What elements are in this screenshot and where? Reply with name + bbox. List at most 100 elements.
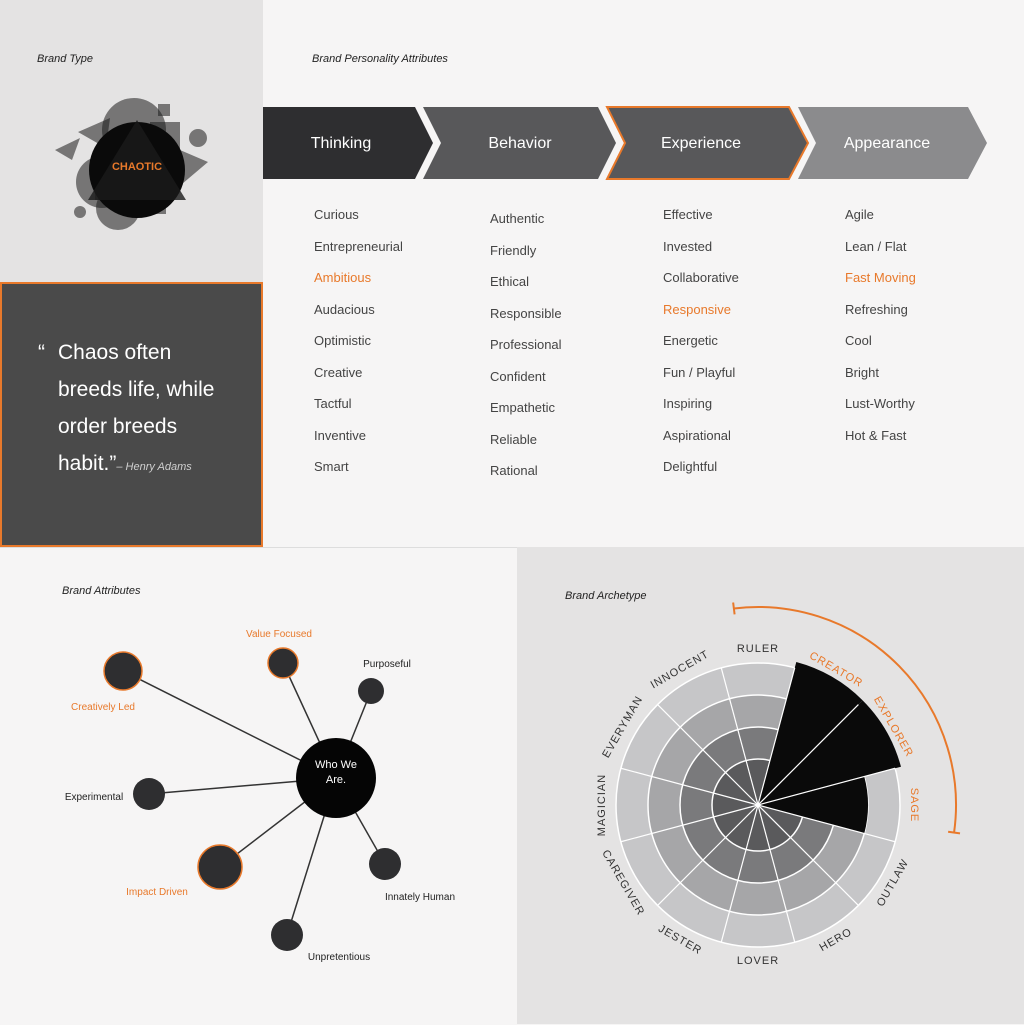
shape-triangle-right [180,150,208,184]
attribute-item: Confident [490,368,546,384]
slice-creator [758,662,863,805]
shape-square-small [158,104,170,116]
highlight-arc [733,606,957,833]
spoke [757,804,859,906]
attribute-item: Ambitious [314,270,372,285]
spoke [757,804,896,843]
brand-type-title: Brand Type [37,53,94,65]
center-label-line1: Who We [315,759,357,771]
spoke [720,667,759,806]
quote-open-mark: “ [38,341,45,364]
attribute-item: Authentic [490,211,545,226]
chevron-appearance [798,107,987,179]
highlight-arc-cap [947,830,961,835]
node-label-value-focused: Value Focused [246,629,312,640]
attribute-item: Hot & Fast [845,427,907,443]
attribute-item: Refreshing [845,301,908,317]
node-label-experimental: Experimental [65,792,123,803]
chevron-experience [605,106,810,180]
chevron-label-thinking: Thinking [311,135,371,152]
attribute-item: Curious [314,207,359,222]
spoke [757,804,796,943]
node-impact-driven [197,844,243,890]
attribute-item: Energetic [663,333,718,348]
chevron-thinking [263,107,433,179]
node-creatively-led [103,651,143,691]
node-value-focused [267,647,299,679]
shape-dot-left [74,206,86,218]
attribute-item: Effective [663,207,713,222]
thinking-list: Curious Entrepreneurial Ambitious Audacious… [314,207,403,491]
attribute-item: Agile [845,207,874,222]
node-unpretentious [271,919,303,951]
slice-sage [758,776,868,834]
attributes-panel: Brand Attributes Who We Are. Creatively … [0,547,517,1024]
shape-dot-right [189,129,207,147]
attribute-item: Responsive [663,301,731,317]
attribute-item: Collaborative [663,270,739,285]
personality-panel: Brand Personality Attributes Thinking Be… [263,0,1024,547]
attribute-item: Entrepreneurial [314,238,403,254]
node-label-impact-driven: Impact Driven [126,887,188,898]
attribute-item: Fast Moving [845,270,916,285]
quote-text: “ Chaos often breeds life, while order b… [38,334,253,486]
archetype-label-sage: SAGE [908,788,920,823]
attribute-item: Ethical [490,274,530,289]
spoke [620,804,759,843]
slice-explorer [758,700,901,805]
chaotic-label: CHAOTIC [112,161,162,173]
attribute-item: Fun / Playful [663,364,736,380]
shape-triangle-left [55,138,80,160]
spoke [657,804,759,906]
attributes-title: Brand Attributes [62,585,141,597]
attribute-item: Reliable [490,431,537,447]
node-center [296,738,376,818]
attribute-item: Inspiring [663,396,713,411]
node-label-innately-human: Innately Human [385,892,455,903]
attribute-item: Responsible [490,305,562,321]
attribute-item: Tactful [314,396,352,411]
node-experimental [133,778,165,810]
quote-line: Chaos often [58,341,172,364]
node-innately-human [369,848,401,880]
node-purposeful [358,678,384,704]
attribute-item: Optimistic [314,333,372,348]
personality-chevrons: Thinking Behavior Experience Appearance [263,106,987,180]
quote-line: order breeds [58,415,178,438]
attribute-item: Friendly [490,242,537,258]
attribute-item: Audacious [314,301,375,317]
shape-triangle-main [88,120,186,200]
behavior-list: Authentic Friendly Ethical Responsible Profe… [490,211,562,495]
node-label-purposeful: Purposeful [363,659,411,670]
archetype-label-lover: LOVER [737,955,779,967]
attribute-item: Rational [490,463,538,478]
experience-list: Effective Invested Collaborative Responsive… [663,207,739,491]
archetype-panel: Brand Archetype RULER CREATOR EXPLORER SAGE… [517,547,1024,1024]
highlight-arc-cap [732,602,736,615]
spoke [757,767,896,806]
attributes-network: Who We Are. Creatively Led Value Focused… [65,629,455,963]
attribute-item: Professional [490,337,562,352]
quote-author: – Henry Adams [116,461,192,473]
quote-panel: “ Chaos often breeds life, while order b… [0,282,263,547]
attribute-item: Creative [314,364,363,380]
spoke [657,704,759,806]
network-nodes [103,647,401,951]
archetype-label-ruler: RULER [737,643,779,655]
attribute-item: Inventive [314,427,367,443]
attribute-item: Bright [845,364,879,380]
chevron-label-experience: Experience [661,135,741,152]
node-label-unpretentious: Unpretentious [308,952,370,963]
chevron-behavior [423,107,616,179]
spoke [720,804,759,943]
attribute-item: Lean / Flat [845,238,907,254]
brand-type-panel: Brand Type CHAOTIC [0,0,263,282]
spoke [757,667,796,806]
attribute-item: Cool [845,333,872,348]
archetype-wheel: RULERCREATOREXPLORERSAGEOUTLAWHEROLOVERJ… [596,602,961,967]
quote-line: habit.” [58,452,117,475]
appearance-list: Agile Lean / Flat Fast Moving Refreshing Coo… [845,207,916,459]
center-label-line2: Are. [326,774,346,786]
attribute-item: Lust-Worthy [845,396,915,411]
attribute-item: Aspirational [663,427,731,443]
